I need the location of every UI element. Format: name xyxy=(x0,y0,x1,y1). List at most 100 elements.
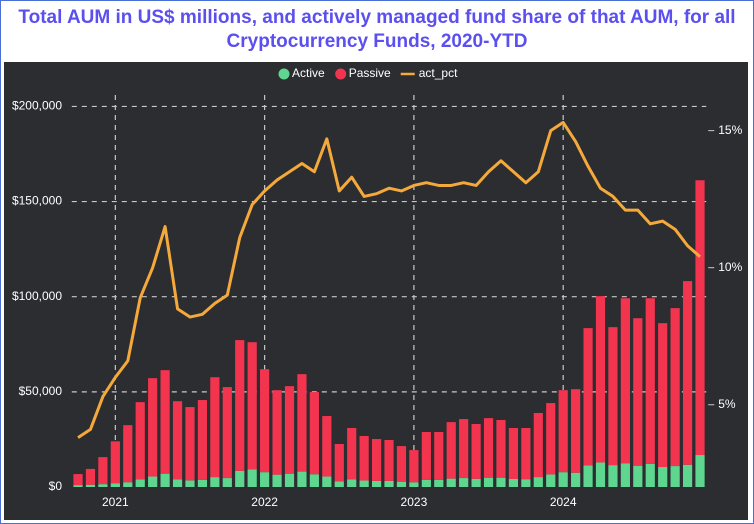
bar-segment xyxy=(347,479,357,487)
bar-segment xyxy=(446,478,456,487)
bar-segment xyxy=(284,386,295,474)
x-tick-label: 2021 xyxy=(102,495,129,509)
bar-segment xyxy=(272,474,282,487)
bar-segment xyxy=(384,480,394,487)
bar-segment xyxy=(210,377,220,478)
legend-label: Active xyxy=(292,66,325,80)
bar-segment xyxy=(396,446,407,482)
bar-segment xyxy=(396,481,407,487)
bar-segment xyxy=(620,298,630,464)
bar-segment xyxy=(446,422,456,479)
bar-segment xyxy=(682,281,693,465)
bar-segment xyxy=(73,474,83,486)
bar-segment xyxy=(409,450,419,483)
bar-segment xyxy=(459,478,469,487)
bar-segment xyxy=(496,420,506,478)
x-tick-label: 2023 xyxy=(401,495,428,509)
legend-label: act_pct xyxy=(419,66,458,80)
bar-segment xyxy=(459,419,469,479)
bar-segment xyxy=(148,476,158,487)
bar-segment xyxy=(247,342,257,470)
bar-segment xyxy=(595,296,606,463)
bar-segment xyxy=(123,482,133,487)
legend-symbol xyxy=(335,68,347,80)
chart-title: Total AUM in US$ millions, and actively … xyxy=(18,7,736,52)
bar-segment xyxy=(583,328,593,466)
bar-segment xyxy=(334,481,344,487)
bar-segment xyxy=(595,462,606,487)
bar-segment xyxy=(409,482,419,487)
bar-segment xyxy=(421,479,431,487)
bar-segment xyxy=(620,463,630,487)
bar-segment xyxy=(608,465,618,487)
bar-segment xyxy=(384,439,394,481)
y-tick-label: $150,000 xyxy=(12,194,62,208)
bar-segment xyxy=(533,412,543,478)
y2-tick-label: 5% xyxy=(718,397,736,411)
bar-segment xyxy=(670,308,680,467)
bar-segment xyxy=(682,464,693,487)
bar-segment xyxy=(309,392,319,475)
bar-segment xyxy=(272,390,282,475)
bar-segment xyxy=(546,474,556,487)
bar-segment xyxy=(247,469,257,487)
bar-segment xyxy=(558,472,568,487)
chart: $0 $50,000 $100,000 $150,000 $200,000 5% 10% 15… xyxy=(4,62,748,520)
y-tick-label: $100,000 xyxy=(12,289,62,303)
bar-segment xyxy=(123,425,133,483)
bar-segment xyxy=(284,473,295,487)
y-tick-label: $50,000 xyxy=(19,384,63,398)
bar-segment xyxy=(571,389,581,473)
bar-segment xyxy=(508,428,519,480)
bar-segment xyxy=(235,470,245,487)
bar-segment xyxy=(633,465,643,487)
bar-segment xyxy=(322,476,332,487)
bar-segment xyxy=(160,370,170,474)
bar-segment xyxy=(633,318,643,466)
y2-tick-label: 15% xyxy=(718,123,742,137)
bar-segment xyxy=(695,455,705,487)
bar-segment xyxy=(471,478,481,487)
bar-segment xyxy=(645,298,655,464)
bar-segment xyxy=(210,477,220,487)
bar-segment xyxy=(583,465,593,487)
bar-segment xyxy=(110,441,120,484)
bar-segment xyxy=(185,407,195,481)
bar-segment xyxy=(197,479,208,487)
x-tick-label: 2022 xyxy=(251,495,278,509)
bar-segment xyxy=(110,483,120,487)
bar-segment xyxy=(483,477,494,487)
bar-segment xyxy=(148,378,158,477)
bar-segment xyxy=(309,474,319,487)
bar-segment xyxy=(695,180,705,456)
bar-segment xyxy=(172,479,183,487)
bar-segment xyxy=(322,416,332,477)
bar-segment xyxy=(235,340,245,471)
bar-segment xyxy=(172,401,183,480)
bar-segment xyxy=(98,457,108,485)
bar-segment xyxy=(521,479,531,487)
bar-segment xyxy=(658,323,668,468)
bar-segment xyxy=(434,432,444,480)
bar-segment xyxy=(421,432,431,480)
bar-segment xyxy=(185,480,195,487)
bar-segment xyxy=(135,402,145,480)
y2-tick-label: 10% xyxy=(718,260,742,274)
line xyxy=(77,120,702,439)
bar-segment xyxy=(260,472,270,487)
bar-segment xyxy=(359,436,369,481)
legend-symbol xyxy=(278,68,290,80)
bar-segment xyxy=(521,428,531,480)
bar-segment xyxy=(496,477,506,487)
bar-segment xyxy=(546,403,556,475)
bar-segment xyxy=(571,472,581,487)
bar-segment xyxy=(434,479,444,487)
bar-segment xyxy=(297,374,307,472)
bar-segment xyxy=(222,478,232,487)
bar-segment xyxy=(85,468,96,485)
y-tick-label: $0 xyxy=(49,479,63,493)
bar-segment xyxy=(98,484,108,487)
bar-segment xyxy=(508,479,519,487)
bar-segment xyxy=(670,466,680,487)
bar-segment xyxy=(608,327,618,466)
